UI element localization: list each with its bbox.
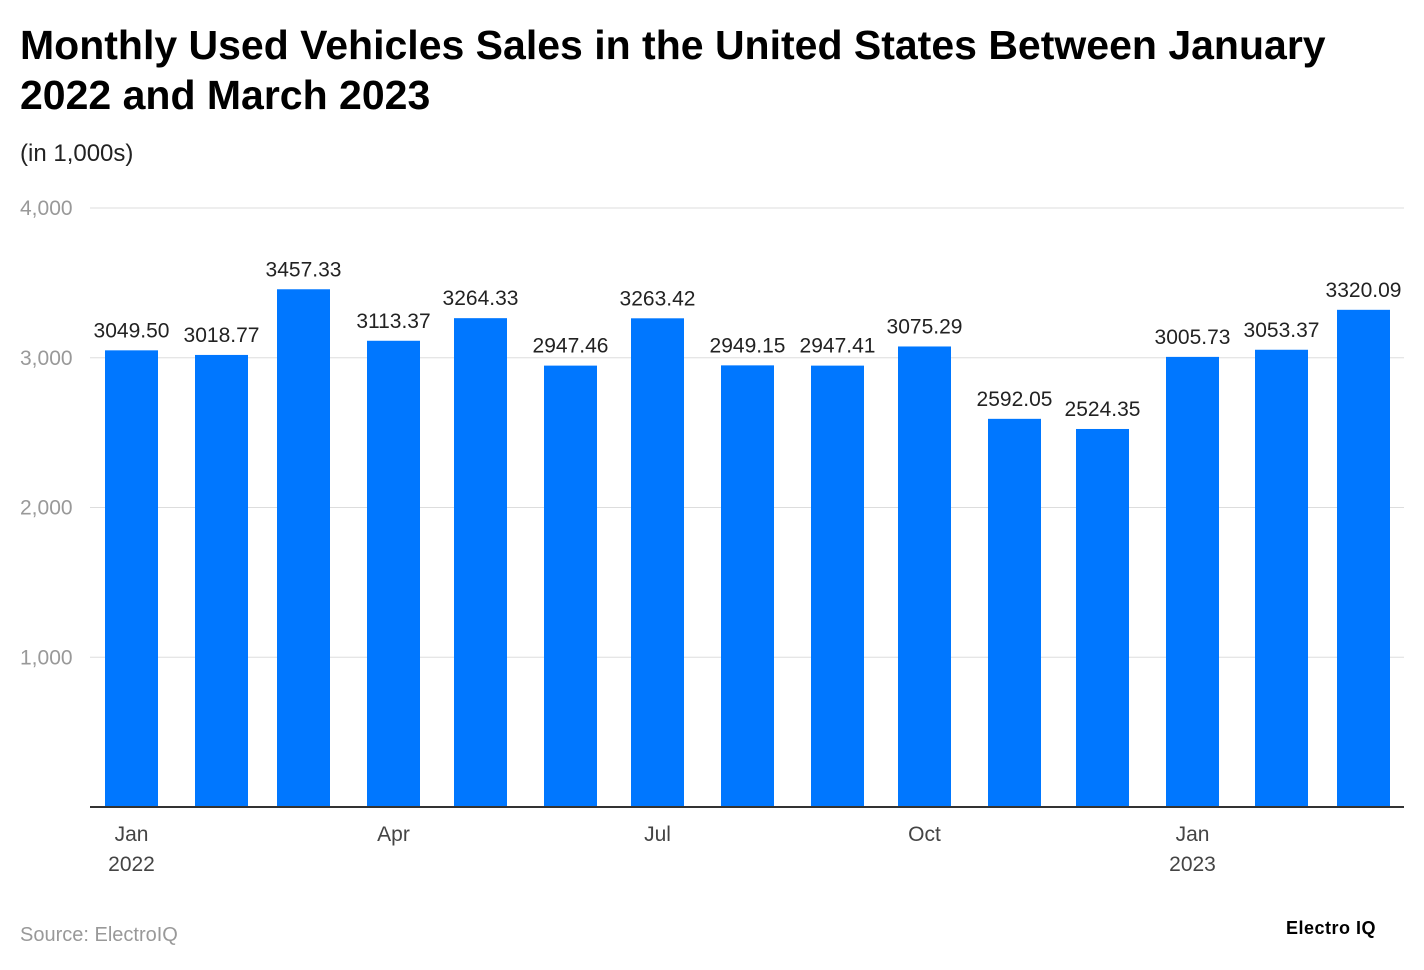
- data-label: 3263.42: [620, 287, 696, 310]
- x-tick-label: Oct: [908, 823, 941, 846]
- bar: [544, 365, 597, 807]
- x-tick-label: Jan: [1176, 823, 1210, 846]
- x-tick-year-label: 2023: [1169, 853, 1216, 876]
- bar: [105, 350, 158, 807]
- bar: [277, 289, 330, 807]
- data-label: 2947.41: [800, 335, 876, 358]
- y-tick-label: 4,000: [20, 197, 73, 220]
- data-label: 3075.29: [887, 315, 963, 338]
- data-label: 3320.09: [1326, 279, 1402, 302]
- data-label: 3005.73: [1155, 326, 1231, 349]
- y-tick-label: 2,000: [20, 497, 73, 520]
- bar: [988, 418, 1041, 807]
- data-label: 2947.46: [533, 335, 609, 358]
- data-label: 2592.05: [977, 388, 1053, 411]
- data-label: 3264.33: [443, 287, 519, 310]
- chart-subtitle: (in 1,000s): [20, 140, 134, 167]
- x-tick-label: Apr: [377, 823, 410, 846]
- chart-title: Monthly Used Vehicles Sales in the Unite…: [20, 22, 1326, 118]
- data-label: 2524.35: [1065, 398, 1141, 421]
- bar: [721, 365, 774, 807]
- bar: [367, 340, 420, 807]
- data-label: 2949.15: [710, 334, 786, 357]
- bar: [454, 318, 507, 807]
- data-label: 3457.33: [266, 258, 342, 281]
- bar: [811, 365, 864, 807]
- bar: [1076, 428, 1129, 807]
- bar: [631, 318, 684, 807]
- bar: [195, 354, 248, 807]
- x-tick-label: Jan: [115, 823, 149, 846]
- electroiq-logo: Electro IQ: [1286, 918, 1377, 938]
- bar: [1166, 356, 1219, 807]
- y-tick-label: 1,000: [20, 646, 73, 669]
- y-tick-label: 3,000: [20, 347, 73, 370]
- bar: [1337, 309, 1390, 807]
- data-label: 3053.37: [1244, 319, 1320, 342]
- data-label: 3113.37: [356, 310, 430, 333]
- bar: [1255, 349, 1308, 807]
- x-tick-label: Jul: [644, 823, 671, 846]
- x-tick-year-label: 2022: [108, 853, 155, 876]
- source-text: Source: ElectroIQ: [20, 924, 178, 946]
- data-label: 3018.77: [184, 324, 260, 347]
- data-label: 3049.50: [94, 319, 170, 342]
- bar: [898, 346, 951, 807]
